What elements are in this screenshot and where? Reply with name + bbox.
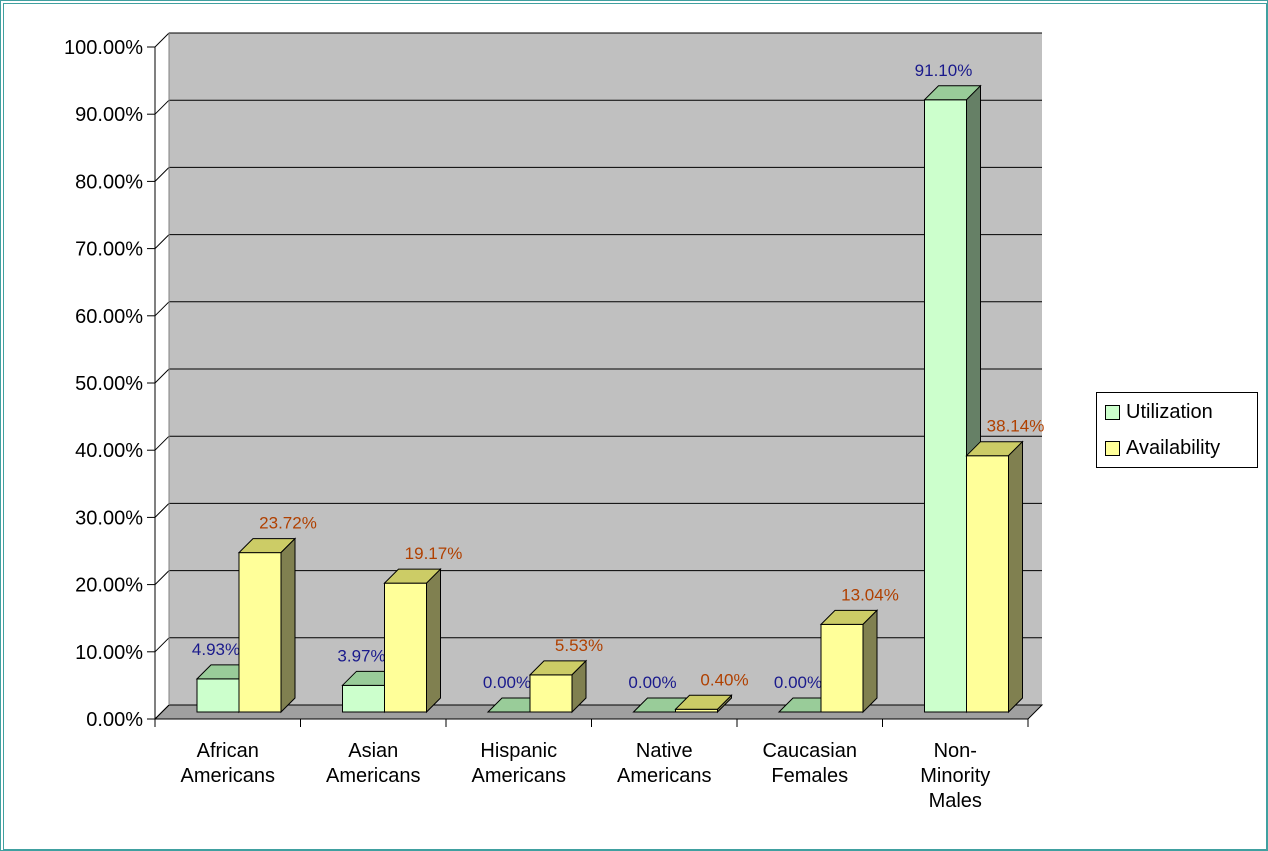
y-tick-label: 90.00% <box>75 104 143 126</box>
data-label-availability: 13.04% <box>841 585 899 604</box>
bar-utilization-5 <box>924 99 967 713</box>
bar-availability-2-side <box>571 659 587 714</box>
bar-availability-0-side <box>280 537 296 714</box>
data-label-utilization: 0.00% <box>774 673 822 692</box>
gridline-side <box>154 503 170 518</box>
bar-availability-0 <box>238 552 282 713</box>
legend-label-availability: Availability <box>1126 436 1221 459</box>
legend-swatch-utilization <box>1105 404 1120 420</box>
x-tick-label: Asian Americans <box>326 740 420 787</box>
y-tick-label: 60.00% <box>75 306 143 328</box>
data-label-availability: 0.40% <box>700 670 748 689</box>
legend-item-availability: Availability <box>1105 433 1220 463</box>
x-tick-label: Hispanic Americans <box>472 740 566 787</box>
gridline-side <box>154 167 170 182</box>
bar-utilization-0 <box>196 678 240 713</box>
bar-utilization-1 <box>342 684 385 713</box>
bar-availability-5 <box>966 455 1009 713</box>
legend-label-utilization: Utilization <box>1126 400 1213 423</box>
gridline-side <box>154 570 170 585</box>
bar-availability-2 <box>529 674 573 713</box>
data-label-availability: 23.72% <box>259 514 317 533</box>
legend-swatch-availability <box>1105 440 1120 456</box>
bar-availability-3-side <box>717 694 732 714</box>
gridline-side <box>154 435 170 451</box>
x-tick-label: African Americans <box>181 740 275 787</box>
gridline-side <box>154 368 170 384</box>
data-label-availability: 5.53% <box>555 636 603 655</box>
bar-availability-1-side <box>426 567 441 714</box>
y-tick-label: 70.00% <box>75 239 143 261</box>
y-tick-label: 80.00% <box>75 171 143 193</box>
x-tick-label: Native Americans <box>617 740 711 787</box>
gridline-side <box>154 301 170 317</box>
data-label-utilization: 0.00% <box>628 673 676 692</box>
bar-availability-5-side <box>1008 440 1023 714</box>
bar-availability-1 <box>384 582 427 713</box>
data-label-utilization: 0.00% <box>483 673 531 692</box>
gridline-side <box>154 234 170 249</box>
y-tick-label: 0.00% <box>86 709 143 731</box>
legend: Utilization Availability <box>1096 392 1258 468</box>
legend-item-utilization: Utilization <box>1105 397 1213 427</box>
y-tick-label: 20.00% <box>75 575 143 597</box>
gridline-side <box>154 637 170 653</box>
data-label-utilization: 4.93% <box>192 640 240 659</box>
gridline-side <box>154 99 170 115</box>
y-tick-label: 40.00% <box>75 440 143 462</box>
gridline-side <box>154 32 170 48</box>
data-label-utilization: 91.10% <box>915 61 973 80</box>
plot-floor <box>153 704 1044 720</box>
x-tick-label: Non-Minority Males <box>920 740 990 812</box>
y-tick-label: 30.00% <box>75 507 143 529</box>
x-tick-label: Caucasian Females <box>762 740 857 787</box>
chart-frame-inner <box>3 3 1267 850</box>
data-label-availability: 19.17% <box>405 544 463 563</box>
data-label-utilization: 3.97% <box>337 646 385 665</box>
y-tick-label: 50.00% <box>75 373 143 395</box>
bar-availability-4 <box>820 623 864 713</box>
data-label-availability: 38.14% <box>987 417 1045 436</box>
y-tick-label: 100.00% <box>64 37 143 59</box>
bar-availability-4-side <box>862 609 878 714</box>
gridline-side <box>154 704 170 720</box>
y-tick-label: 10.00% <box>75 642 143 664</box>
